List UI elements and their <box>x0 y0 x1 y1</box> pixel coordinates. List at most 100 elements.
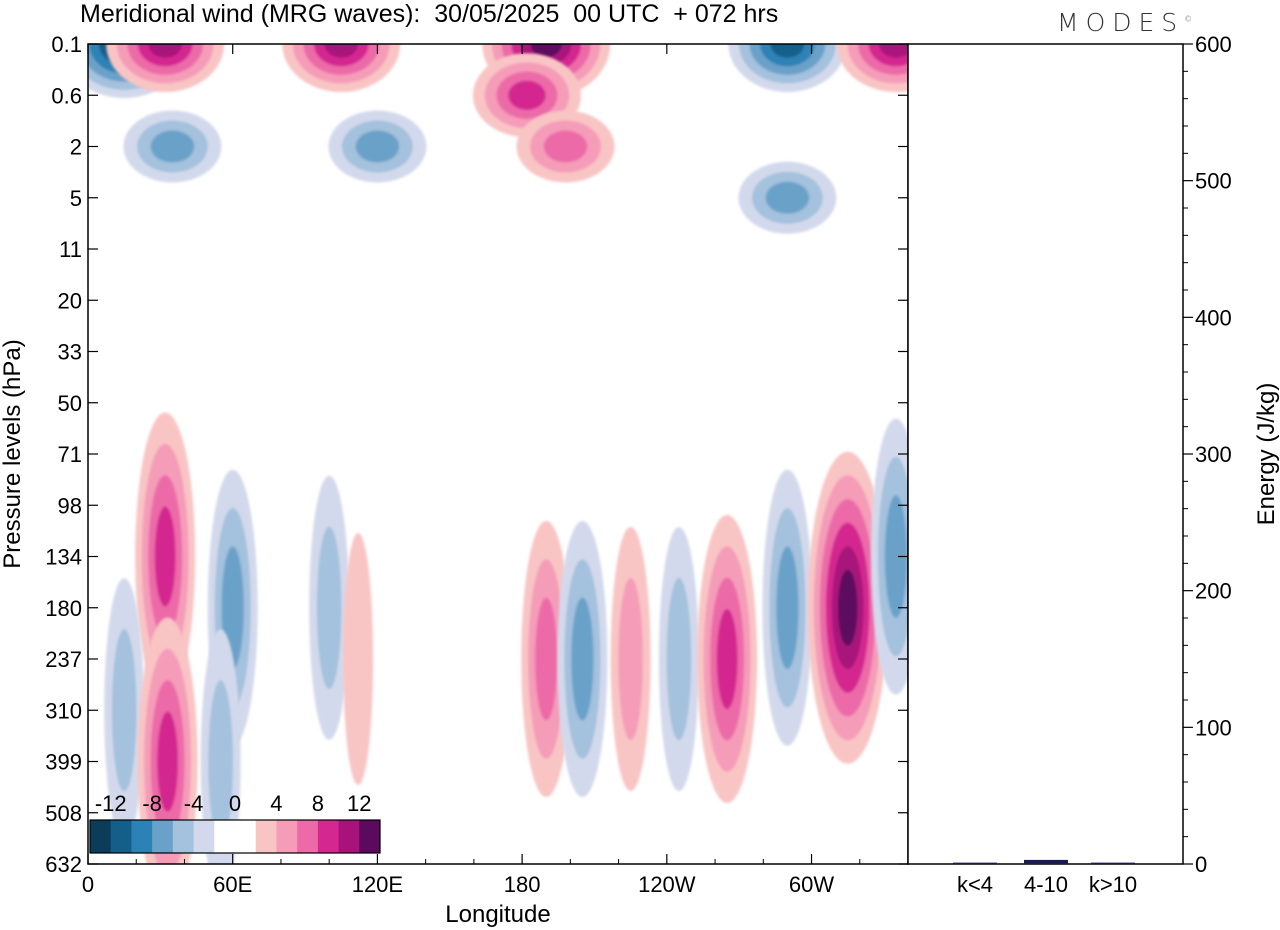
y-tick-label: 0.1 <box>51 32 82 57</box>
colorbar-swatch <box>338 820 360 853</box>
contour-cell-24 <box>137 617 198 864</box>
contour-cell-25 <box>200 629 241 864</box>
contour-band <box>535 597 558 721</box>
y-tick-label: 2 <box>70 135 82 160</box>
contour-cell-1 <box>106 44 225 92</box>
contour-band <box>148 44 183 58</box>
y-tick-label: 50 <box>58 391 82 416</box>
contour-cell-21 <box>807 451 888 764</box>
energy-bar-panel: 0 100 200 300 400 500 600 k<4 4-10 k>10 <box>907 32 1232 897</box>
x-tick-label: 180 <box>504 872 541 897</box>
y-tick-label: 180 <box>45 596 82 621</box>
colorbar-label: 12 <box>347 791 371 816</box>
energy-tick-label: 300 <box>1195 442 1232 467</box>
x-tick-label: 60E <box>213 872 252 897</box>
contour-cell-20 <box>762 469 813 746</box>
energy-tick-label: 500 <box>1195 169 1232 194</box>
colorbar-swatch <box>235 820 257 853</box>
contour-band <box>150 130 195 163</box>
colorbar-swatch <box>297 820 319 853</box>
contour-band <box>618 577 643 741</box>
contour-cell-10 <box>738 161 837 234</box>
colorbar-label: -12 <box>95 791 127 816</box>
y-tick-label: 0.6 <box>51 83 82 108</box>
heatmap-field <box>88 44 908 864</box>
energy-bar <box>953 862 997 864</box>
contour-cell-7 <box>516 110 615 183</box>
contour-band <box>543 130 588 163</box>
y-tick-label: 11 <box>59 237 82 262</box>
contour-band <box>666 577 692 741</box>
contour-cell-23 <box>104 578 145 843</box>
x-tick-label: 60W <box>789 872 834 897</box>
energy-tick-label: 0 <box>1195 852 1207 877</box>
y-axis-title: Pressure levels (hPa) <box>0 339 26 568</box>
x-axis-title: Longitude <box>445 901 550 928</box>
y-tick-label: 310 <box>45 698 82 723</box>
y-tick-label: 399 <box>45 750 82 775</box>
colorbar-label: 0 <box>229 791 241 816</box>
colorbar-swatch <box>172 820 195 853</box>
contour-cell-18 <box>658 527 699 791</box>
energy-tick-label: 200 <box>1195 579 1232 604</box>
energy-category-label: k<4 <box>957 872 993 897</box>
contour-band <box>208 680 233 843</box>
y-tick-label: 33 <box>58 340 82 365</box>
contour-band <box>324 44 359 58</box>
contour-cell-11 <box>135 412 196 701</box>
brand-mark: © <box>1184 14 1193 24</box>
energy-tick-label: 400 <box>1195 305 1232 330</box>
x-tick-label: 0 <box>82 872 94 897</box>
colorbar-border <box>89 819 381 854</box>
brand-logo: MODES© <box>1057 8 1192 37</box>
contour-band <box>765 181 810 214</box>
colorbar-swatch <box>359 820 381 853</box>
contour-cell-4 <box>728 44 847 92</box>
contour-cell-5 <box>836 44 908 92</box>
contour-band <box>838 569 858 646</box>
contour-cell-16 <box>557 521 608 797</box>
chart-title: Meridional wind (MRG waves): 30/05/2025 … <box>80 0 779 28</box>
y-tick-label: 98 <box>58 493 82 518</box>
colorbar-swatch <box>110 820 132 853</box>
y-tick-label: 20 <box>58 288 82 313</box>
colorbar-swatch <box>193 820 215 853</box>
energy-bar <box>1024 859 1068 864</box>
brand-text: MODES <box>1057 8 1185 37</box>
energy-tick-label: 600 <box>1195 32 1232 57</box>
colorbar-label: -8 <box>142 791 162 816</box>
contour-band <box>571 597 594 721</box>
colorbar-label: 8 <box>312 791 324 816</box>
colorbar-swatch <box>276 820 298 853</box>
contour-cell-19 <box>697 515 758 803</box>
contour-band <box>508 80 546 110</box>
energy-category-label: k>10 <box>1089 872 1137 897</box>
contour-band <box>355 130 400 163</box>
colorbar-swatch <box>255 820 277 853</box>
x-tick-label: 120E <box>352 872 403 897</box>
colorbar-label: -4 <box>184 791 204 816</box>
x-axis: 0 60E 120E 180 120W 60W <box>82 44 861 897</box>
contour-cell-14 <box>343 533 374 785</box>
contour-cell-2 <box>282 44 401 92</box>
contour-cell-8 <box>123 110 222 183</box>
contour-cell-9 <box>328 110 427 183</box>
contour-cell-15 <box>521 521 572 797</box>
y-tick-label: 5 <box>70 186 82 211</box>
contour-cell-22 <box>870 418 908 695</box>
contour-band <box>879 44 908 58</box>
colorbar-label: 4 <box>270 791 282 816</box>
contour-cell-13 <box>309 475 350 740</box>
contour-band <box>776 546 799 670</box>
contour-band <box>111 629 137 792</box>
contour-cell-17 <box>610 527 651 791</box>
colorbar-swatch <box>131 820 153 853</box>
colorbar-swatch <box>90 820 112 853</box>
y-tick-label: 237 <box>45 647 82 672</box>
contour-band <box>316 526 342 689</box>
colorbar-swatch <box>214 820 236 853</box>
contour-band <box>530 44 562 58</box>
contour-band <box>884 495 908 618</box>
y-tick-label: 134 <box>45 545 82 570</box>
energy-tick-label: 100 <box>1195 715 1232 740</box>
